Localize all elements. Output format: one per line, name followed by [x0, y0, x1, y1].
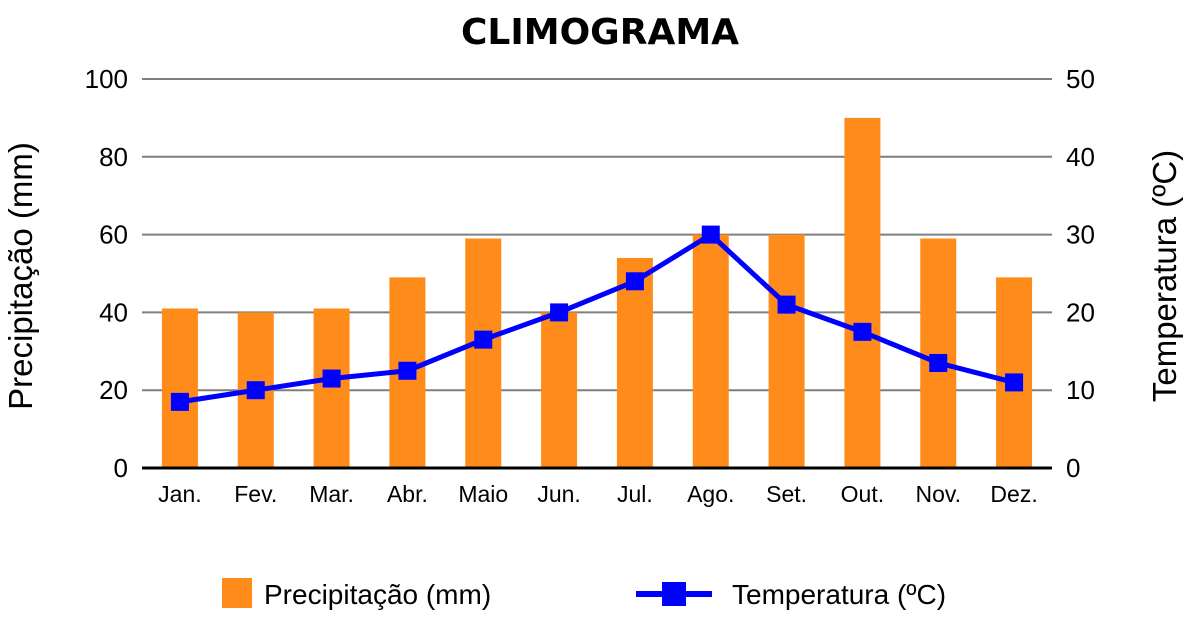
precipitation-bar [996, 277, 1033, 468]
category-label: Nov. [915, 481, 961, 507]
left-tick-label: 0 [114, 453, 128, 483]
category-label: Abr. [387, 481, 428, 507]
precipitation-bar [920, 238, 957, 468]
right-axis-ticks: 0 10 20 30 40 50 [1066, 64, 1095, 483]
precipitation-bars [161, 117, 1033, 469]
temperature-point [474, 330, 493, 349]
precipitation-bar [616, 257, 653, 468]
x-axis-labels: Jan. Fev. Mar. Abr. Maio Jun. Jul. Ago. Set. Out.… [158, 481, 1038, 507]
precipitation-bar [692, 234, 729, 468]
category-label: Fev. [234, 481, 277, 507]
category-label: Jan. [158, 481, 201, 507]
precipitation-bar [161, 308, 198, 468]
legend: Precipitação (mm) Temperatura (ºC) [222, 578, 946, 610]
right-tick-label: 20 [1066, 297, 1095, 327]
legend-precipitation-label: Precipitação (mm) [264, 579, 491, 610]
temperature-point [929, 353, 948, 372]
left-tick-label: 20 [99, 375, 128, 405]
category-label: Mar. [309, 481, 354, 507]
category-label: Maio [458, 481, 508, 507]
right-tick-label: 40 [1066, 142, 1095, 172]
temperature-point [322, 369, 341, 388]
precipitation-bar [541, 312, 578, 468]
temperature-point [701, 225, 720, 244]
temperature-point [398, 361, 417, 380]
precipitation-bar [465, 238, 502, 468]
temperature-line [170, 225, 1024, 411]
precipitation-bar [844, 117, 881, 469]
category-label: Set. [766, 481, 807, 507]
legend-precipitation-swatch [222, 578, 252, 608]
category-label: Out. [841, 481, 884, 507]
left-tick-label: 100 [85, 64, 128, 94]
legend-temperature-label: Temperatura (ºC) [732, 579, 946, 610]
y-axis-right-title: Temperatura (ºC) [1146, 150, 1183, 402]
chart-title: CLIMOGRAMA [461, 12, 739, 53]
category-label: Jul. [617, 481, 653, 507]
left-axis-ticks: 0 20 40 60 80 100 [85, 64, 128, 483]
gridlines [142, 78, 1052, 392]
category-label: Dez. [990, 481, 1037, 507]
left-tick-label: 80 [99, 142, 128, 172]
y-axis-left-title: Precipitação (mm) [2, 142, 39, 410]
category-label: Jun. [537, 481, 580, 507]
right-tick-label: 0 [1066, 453, 1080, 483]
precipitation-bar [313, 308, 350, 468]
temperature-point [246, 381, 265, 400]
temperature-point [625, 272, 644, 291]
legend-temperature-marker [662, 582, 686, 606]
temperature-point [170, 392, 189, 411]
temperature-point [853, 322, 872, 341]
category-label: Ago. [687, 481, 734, 507]
right-tick-label: 30 [1066, 220, 1095, 250]
temperature-point [1005, 373, 1024, 392]
precipitation-bar [768, 234, 805, 468]
left-tick-label: 40 [99, 297, 128, 327]
temperature-point [550, 303, 569, 322]
right-tick-label: 10 [1066, 375, 1095, 405]
right-tick-label: 50 [1066, 64, 1095, 94]
temperature-series-line [179, 232, 1015, 405]
left-tick-label: 60 [99, 220, 128, 250]
temperature-point [777, 295, 796, 314]
